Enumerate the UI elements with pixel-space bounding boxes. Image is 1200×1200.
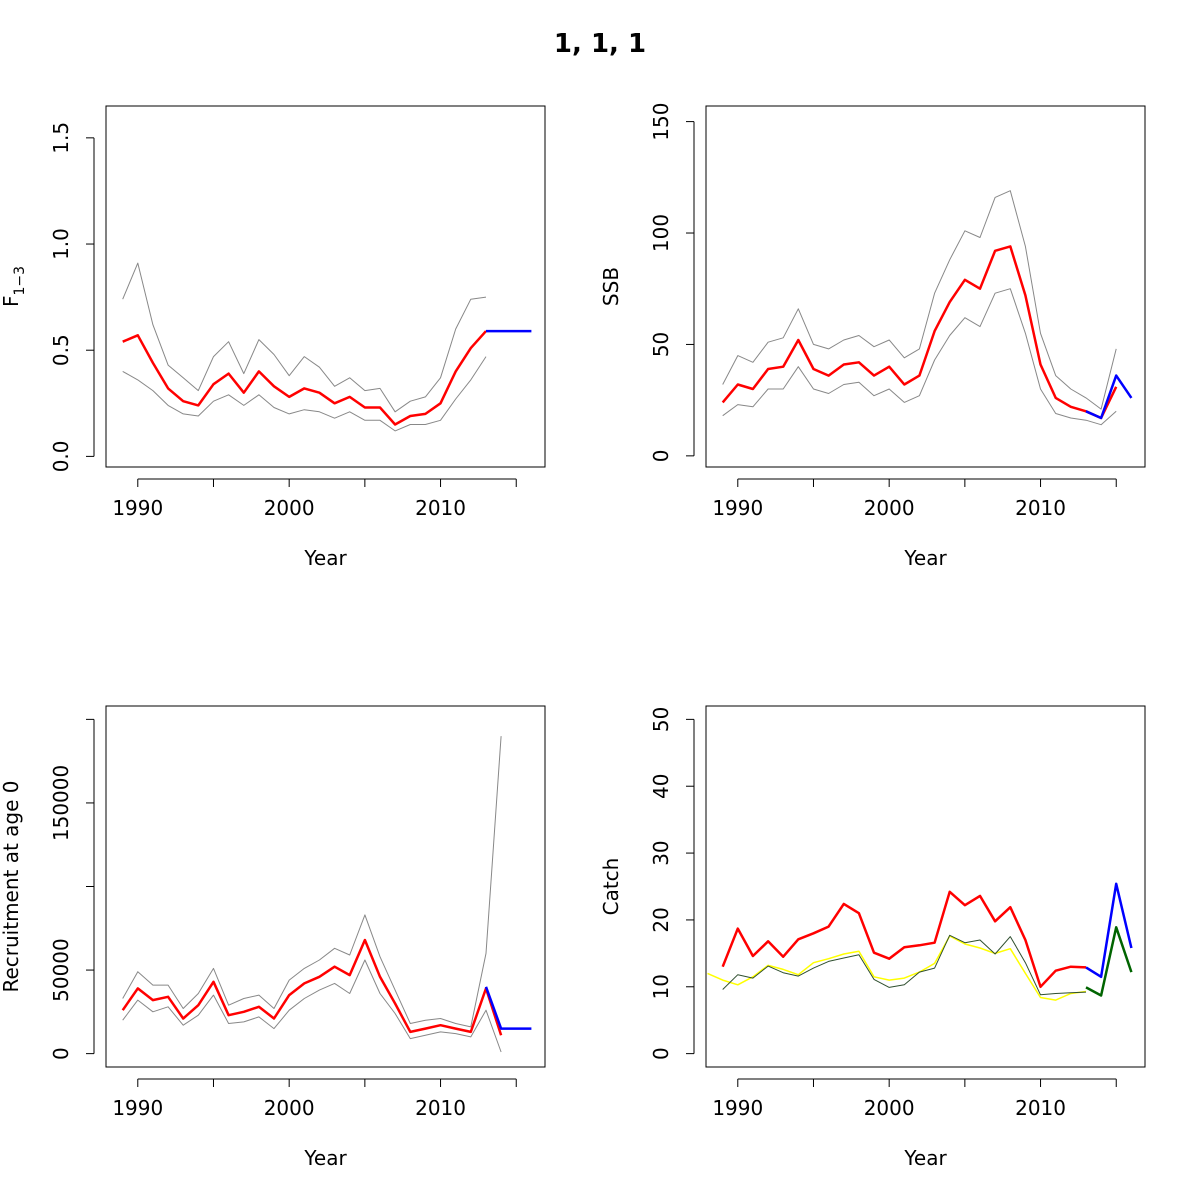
- f-x-tick-label: 2010: [415, 496, 466, 520]
- ssb-y-tick-label: 0: [649, 449, 673, 462]
- catch-plot-frame: [705, 705, 1146, 1068]
- ssb-series-line-3: [721, 245, 1118, 420]
- recruitment-x-tick-label: 2010: [415, 1096, 466, 1120]
- f-y-axis-label: F1−3: [0, 266, 28, 307]
- catch-y-axis-label: Catch: [599, 858, 623, 916]
- ssb-y-tick-label: 150: [649, 103, 673, 141]
- catch-y-tick-label: 50: [649, 707, 673, 732]
- recruitment-series-line-2: [122, 959, 502, 1053]
- recruitment-y-tick-label: 150000: [49, 765, 73, 841]
- panel-f-mortality: 1990 2000 2010 Year 0.0 0.5 1.0 1.5 F1−3: [0, 105, 546, 570]
- f-x-tick-label: 2000: [264, 496, 315, 520]
- recruitment-series-line-1: [122, 736, 502, 1028]
- panel-catch: 1990 2000 2010 Year 0 10 20 30 40 50 Catch: [599, 705, 1146, 1170]
- ssb-x-tick-label: 2010: [1015, 496, 1066, 520]
- catch-series-line-3: [721, 890, 1087, 989]
- recruitment-y-tick-label: 50000: [49, 938, 73, 1002]
- panel-ssb: 1990 2000 2010 Year 0 50 100 150 SSB: [599, 103, 1146, 570]
- f-y-tick-label: 0.5: [49, 334, 73, 366]
- f-y-tick-label: 1.5: [49, 122, 73, 154]
- ssb-x-tick-label: 2000: [864, 496, 915, 520]
- catch-y-tick-label: 10: [649, 974, 673, 999]
- f-y-tick-label: 1.0: [49, 228, 73, 260]
- ssb-series-line-2: [722, 288, 1117, 426]
- panel-recruitment: 1990 2000 2010 Year 0 50000 150000 Recruitment …: [0, 705, 546, 1170]
- catch-y-tick-label: 40: [649, 773, 673, 798]
- ssb-x-tick-label: 1990: [712, 496, 763, 520]
- catch-x-tick-label: 2000: [864, 1096, 915, 1120]
- catch-x-axis-label: Year: [903, 1146, 947, 1170]
- f-series-line-2: [122, 356, 487, 432]
- recruitment-y-axis-label: Recruitment at age 0: [0, 780, 23, 992]
- ssb-x-axis-label: Year: [903, 546, 947, 570]
- recruitment-x-tick-label: 1990: [112, 1096, 163, 1120]
- ssb-series-line-4: [1085, 374, 1133, 420]
- catch-x-tick-label: 1990: [712, 1096, 763, 1120]
- ssb-y-tick-label: 100: [649, 214, 673, 252]
- f-plot-frame: [105, 105, 546, 468]
- f-x-tick-label: 1990: [112, 496, 163, 520]
- f-series-line-3: [122, 330, 487, 426]
- ssb-y-tick-label: 50: [649, 332, 673, 357]
- f-series-line-1: [122, 262, 487, 413]
- figure-title: 1, 1, 1: [554, 29, 646, 59]
- ssb-series-line-1: [722, 190, 1117, 410]
- recruitment-y-tick-label: 0: [49, 1047, 73, 1060]
- catch-series-line-2: [722, 934, 1087, 996]
- ssb-y-axis-label: SSB: [599, 267, 623, 306]
- recruitment-x-axis-label: Year: [303, 1146, 347, 1170]
- catch-series-line-5: [1085, 926, 1133, 997]
- catch-y-tick-label: 0: [649, 1047, 673, 1060]
- recruitment-series-line-3: [121, 938, 503, 1036]
- f-x-axis-label: Year: [303, 546, 347, 570]
- f-y-tick-label: 0.0: [49, 440, 73, 472]
- catch-series-line-1: [707, 935, 1087, 1001]
- catch-series-line-4: [1085, 882, 1133, 979]
- recruitment-x-tick-label: 2000: [264, 1096, 315, 1120]
- ssb-plot-frame: [705, 105, 1146, 468]
- catch-x-tick-label: 2010: [1015, 1096, 1066, 1120]
- f-y-axis-label-subscript: 1−3: [12, 266, 28, 296]
- recruitment-series-line-4: [484, 986, 532, 1030]
- catch-y-tick-label: 20: [649, 907, 673, 932]
- catch-y-tick-label: 30: [649, 840, 673, 865]
- recruitment-plot-frame: [105, 705, 546, 1068]
